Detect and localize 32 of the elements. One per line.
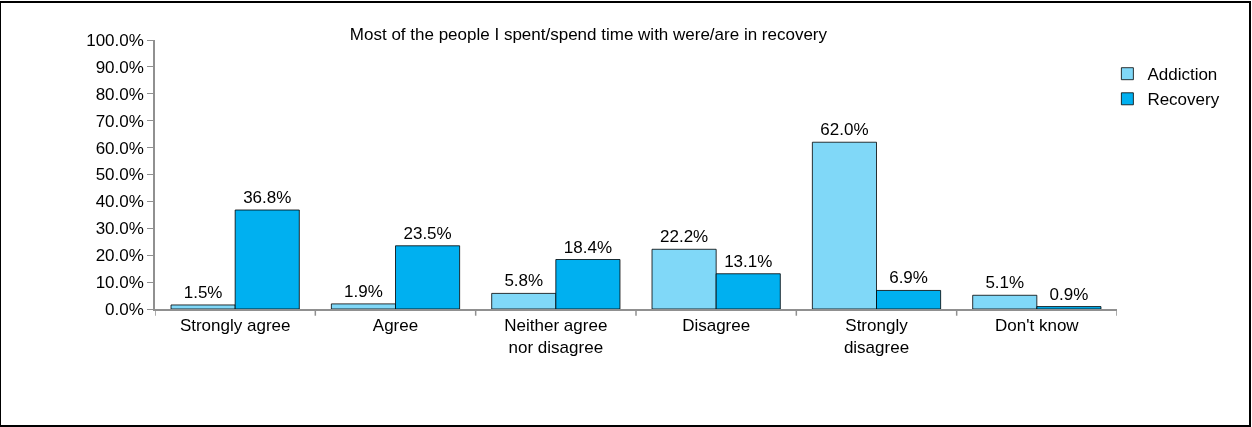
y-tick-label: 20.0%: [95, 246, 144, 266]
data-label: 13.1%: [724, 251, 773, 271]
x-tick-label: Neither agree nor disagree: [504, 316, 608, 358]
y-tick-label: 80.0%: [95, 84, 144, 104]
y-tick-label: 60.0%: [95, 138, 144, 158]
chart-title: Most of the people I spent/spend time with were/are in recovery: [349, 24, 828, 44]
data-label: 5.1%: [985, 273, 1025, 293]
data-label: 23.5%: [403, 223, 452, 243]
legend-label: Addiction: [1147, 65, 1218, 85]
y-tick-label: 40.0%: [95, 192, 144, 212]
y-tick-label: 90.0%: [95, 57, 144, 77]
y-tick-label: 50.0%: [95, 165, 144, 185]
y-tick-label: 100.0%: [86, 30, 144, 50]
x-tick-label: Strongly disagree: [843, 316, 910, 358]
data-label: 36.8%: [243, 188, 292, 208]
data-label: 22.2%: [660, 227, 709, 247]
x-tick-label: Don't know: [995, 316, 1080, 336]
x-tick-label: Disagree: [682, 316, 751, 336]
x-tick-label: Strongly agree: [179, 316, 291, 336]
legend-label: Recovery: [1147, 90, 1220, 110]
x-tick-label: Agree: [372, 316, 419, 336]
data-label: 0.9%: [1049, 284, 1089, 304]
data-label: 62.0%: [820, 120, 869, 140]
data-label: 6.9%: [889, 268, 928, 288]
data-label: 1.5%: [183, 282, 223, 302]
y-tick-label: 70.0%: [95, 111, 144, 131]
data-label: 1.9%: [344, 281, 383, 301]
data-label: 5.8%: [504, 271, 544, 291]
y-tick-label: 0.0%: [105, 299, 144, 319]
y-tick-label: 10.0%: [95, 273, 144, 293]
y-tick-label: 30.0%: [95, 219, 144, 239]
data-label: 18.4%: [563, 237, 612, 257]
